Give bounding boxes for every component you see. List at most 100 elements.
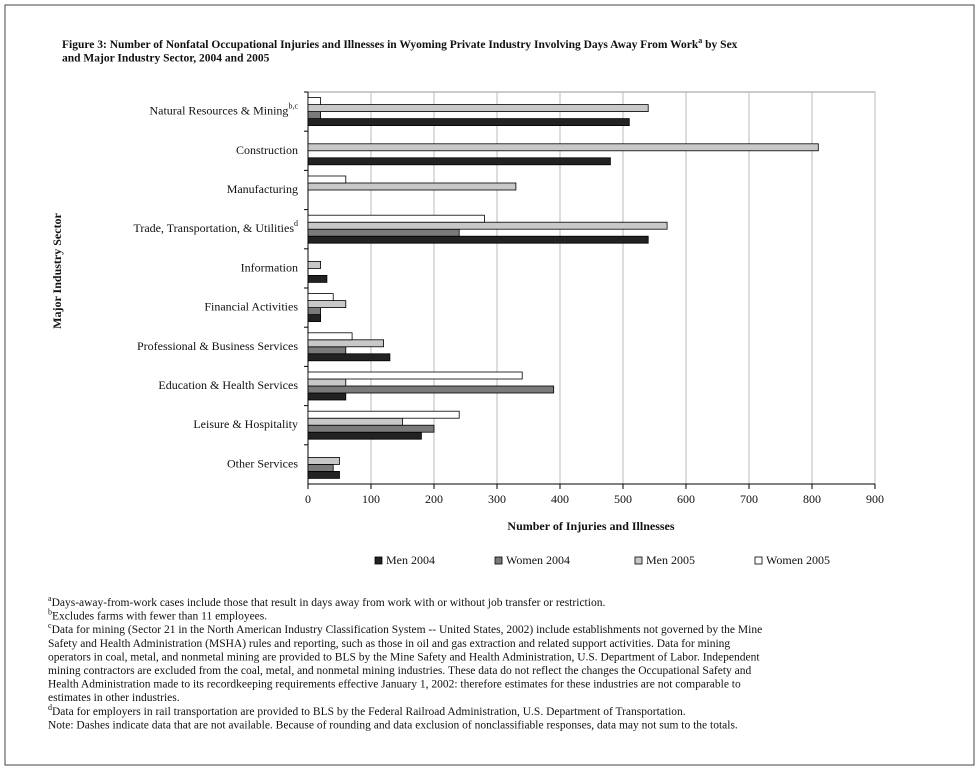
bar: [307, 104, 649, 112]
footnote-text: mining contractors are excluded from the…: [48, 665, 752, 677]
footnote-mark: d: [48, 703, 52, 712]
y-tick-label: Financial Activities: [204, 299, 298, 313]
x-axis-label: Number of Injuries and Illnesses: [507, 519, 674, 533]
bar: [307, 463, 334, 472]
chart-title: and Major Industry Sector, 2004 and 2005: [62, 53, 270, 65]
bar: [307, 410, 460, 419]
title-text: by Sex: [702, 39, 737, 51]
legend-label: Women 2005: [766, 553, 830, 567]
bar: [307, 307, 322, 316]
legend-swatch: [754, 556, 763, 565]
category-sup: d: [294, 219, 298, 228]
footnote-mark: b: [48, 607, 52, 616]
category-label: Financial Activities: [204, 299, 298, 313]
category-label: Education & Health Services: [158, 378, 298, 392]
footnote: cData for mining (Sector 21 in the North…: [48, 621, 762, 636]
y-tick-label: Leisure & Hospitality: [193, 417, 298, 431]
bar: [307, 378, 347, 387]
footnote-mark: a: [48, 594, 52, 603]
bar: [307, 221, 668, 230]
footnote-text: Note: Dashes indicate data that are not …: [48, 719, 738, 731]
footnote: Note: Dashes indicate data that are not …: [48, 719, 738, 731]
footnote: operators in coal, metal, and nonmetal m…: [48, 651, 760, 663]
footnote: aDays-away-from-work cases include those…: [48, 594, 605, 609]
x-tick-label: 0: [305, 492, 311, 506]
chart-title: Figure 3: Number of Nonfatal Occupationa…: [62, 36, 738, 51]
x-tick-label: 300: [488, 492, 506, 506]
category-label: Manufacturing: [227, 182, 298, 196]
x-tick-label: 100: [362, 492, 380, 506]
y-tick-label: Professional & Business Services: [137, 339, 298, 353]
bar: [307, 260, 322, 269]
y-tick-label: Trade, Transportation, & Utilitiesd: [133, 219, 298, 235]
footnote: Health Administration made to its record…: [48, 678, 741, 690]
footnote-text: Safety and Health Administration (MSHA) …: [48, 637, 730, 649]
category-label: Information: [241, 260, 298, 274]
bar: [307, 385, 555, 394]
legend-label: Women 2004: [506, 553, 570, 567]
footnote-text: Excludes farms with fewer than 11 employ…: [52, 610, 267, 622]
bar: [307, 143, 819, 152]
footnote: bExcludes farms with fewer than 11 emplo…: [48, 607, 267, 622]
bar: [307, 424, 435, 433]
footnote-text: Health Administration made to its record…: [48, 678, 741, 690]
y-tick-label: Construction: [236, 143, 298, 157]
bar: [307, 157, 611, 166]
x-tick-label: 200: [425, 492, 443, 506]
footnote-mark: c: [48, 621, 52, 630]
bar: [307, 392, 347, 401]
frame: [4, 4, 975, 766]
footnote-text: operators in coal, metal, and nonmetal m…: [48, 651, 760, 663]
bar: [307, 339, 384, 348]
bar: [307, 118, 630, 126]
bar: [307, 431, 422, 440]
bar: [307, 97, 322, 105]
legend-label: Men 2004: [386, 553, 435, 567]
bar: [307, 332, 353, 341]
bar: [307, 456, 340, 465]
footnote-text: Days-away-from-work cases include those …: [52, 597, 606, 609]
legend-swatch: [494, 556, 503, 565]
category-label: Other Services: [227, 456, 298, 470]
bar: [307, 293, 334, 302]
category-label: Professional & Business Services: [137, 339, 298, 353]
x-tick-label: 500: [614, 492, 632, 506]
category-label: Natural Resources & Mining: [149, 103, 288, 117]
footnote-text: estimates in other industries.: [48, 692, 180, 704]
category-label: Construction: [236, 143, 298, 157]
footnote-text: Data for employers in rail transportatio…: [52, 705, 686, 717]
bar: [307, 235, 649, 244]
category-label: Leisure & Hospitality: [193, 417, 298, 431]
y-tick-label: Other Services: [227, 456, 298, 470]
y-tick-label: Manufacturing: [227, 182, 298, 196]
bar: [307, 300, 347, 309]
footnote: mining contractors are excluded from the…: [48, 665, 752, 677]
bar: [307, 175, 347, 184]
bar: [307, 371, 523, 380]
footnote: Safety and Health Administration (MSHA) …: [48, 637, 730, 649]
y-tick-label: Information: [241, 260, 298, 274]
bar: [307, 111, 322, 119]
bar: [307, 346, 347, 355]
legend-swatch: [374, 556, 383, 565]
title-text: Figure 3: Number of Nonfatal Occupationa…: [62, 39, 699, 51]
x-tick-label: 600: [677, 492, 695, 506]
bar: [307, 470, 340, 479]
footnote: estimates in other industries.: [48, 692, 180, 704]
bar: [307, 228, 460, 237]
x-tick-label: 800: [803, 492, 821, 506]
footnote-text: Data for mining (Sector 21 in the North …: [52, 624, 763, 636]
y-tick-label: Education & Health Services: [158, 378, 298, 392]
bar: [307, 353, 391, 362]
bar: [307, 214, 485, 223]
y-tick-label: Natural Resources & Miningb,c: [149, 101, 298, 117]
x-tick-label: 900: [866, 492, 884, 506]
bar: [307, 417, 403, 426]
footnote: dData for employers in rail transportati…: [48, 703, 686, 718]
x-tick-label: 400: [551, 492, 569, 506]
bar: [307, 274, 328, 283]
legend-label: Men 2005: [646, 553, 695, 567]
bar: [307, 314, 322, 323]
